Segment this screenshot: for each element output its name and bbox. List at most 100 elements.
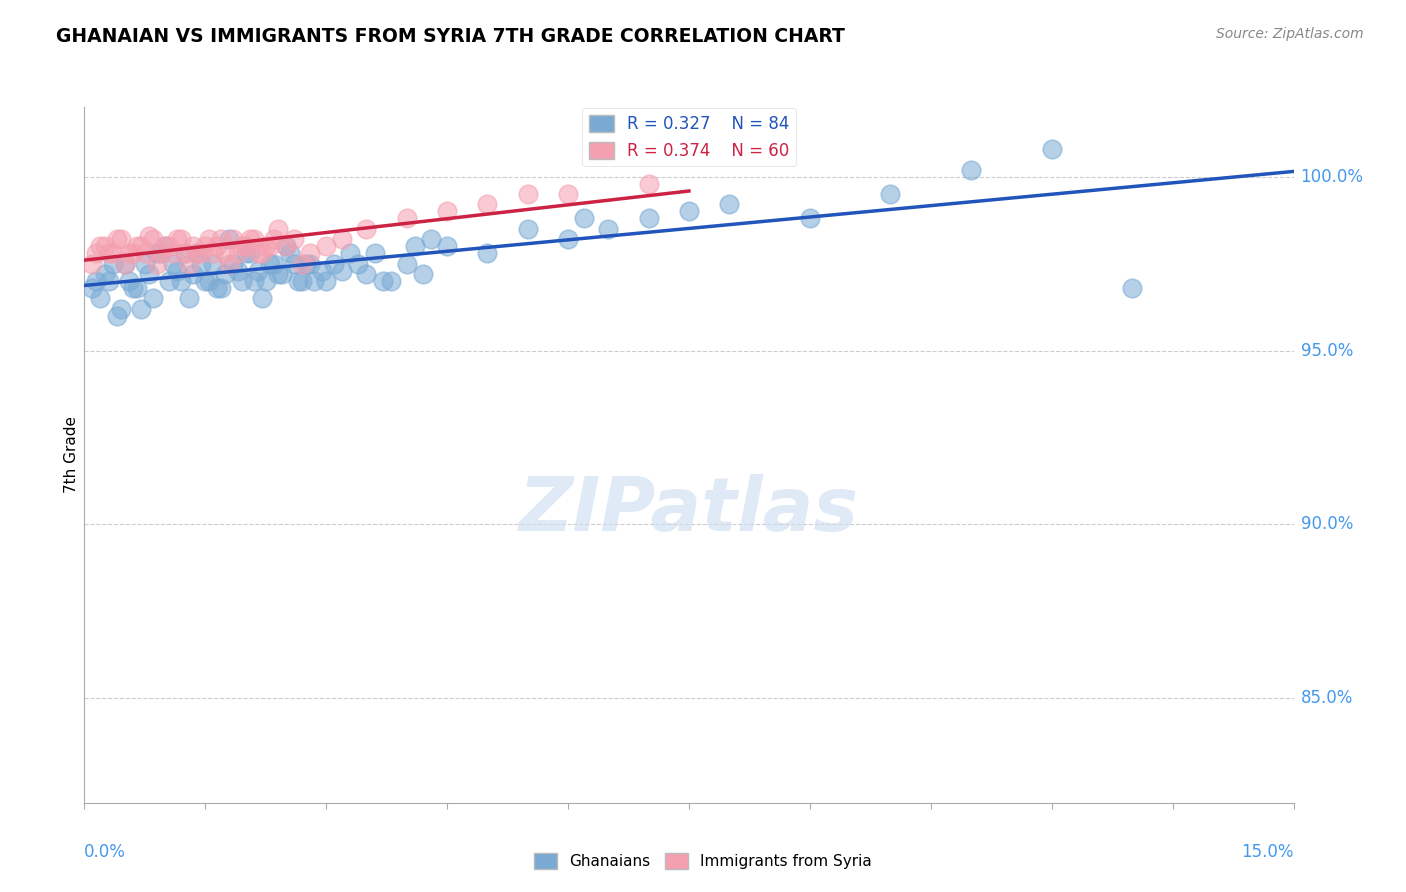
Point <box>170 274 193 288</box>
Point <box>93 239 115 253</box>
Point <box>101 257 124 271</box>
Text: 85.0%: 85.0% <box>1301 690 1353 707</box>
Point <box>395 211 418 226</box>
Point <box>186 246 208 260</box>
Point <box>86 274 108 288</box>
Point <box>129 239 152 253</box>
Point <box>194 274 217 288</box>
Text: GHANAIAN VS IMMIGRANTS FROM SYRIA 7TH GRADE CORRELATION CHART: GHANAIAN VS IMMIGRANTS FROM SYRIA 7TH GR… <box>56 27 845 45</box>
Point <box>477 246 499 260</box>
Point <box>315 274 337 288</box>
Point <box>142 232 165 246</box>
Point <box>270 267 292 281</box>
Point <box>149 246 172 260</box>
Point <box>250 292 273 306</box>
Point <box>231 239 253 253</box>
Point <box>250 246 273 260</box>
Point <box>166 232 188 246</box>
Text: Source: ZipAtlas.com: Source: ZipAtlas.com <box>1216 27 1364 41</box>
Point <box>207 239 229 253</box>
Point <box>356 222 378 236</box>
Point <box>222 232 245 246</box>
Point <box>254 274 277 288</box>
Point <box>181 267 204 281</box>
Point <box>138 267 160 281</box>
Point <box>235 239 257 253</box>
Point <box>637 177 659 191</box>
Point <box>125 281 148 295</box>
Point <box>157 239 180 253</box>
Point <box>960 162 983 177</box>
Point <box>186 246 208 260</box>
Point <box>242 274 264 288</box>
Point <box>291 257 314 271</box>
Point <box>146 246 169 260</box>
Point <box>207 281 229 295</box>
Point <box>226 263 249 277</box>
Point <box>89 292 111 306</box>
Point <box>110 232 132 246</box>
Point <box>231 274 253 288</box>
Point <box>246 263 269 277</box>
Point <box>190 246 212 260</box>
Point <box>142 292 165 306</box>
Point <box>295 257 318 271</box>
Point <box>299 246 322 260</box>
Point <box>259 239 281 253</box>
Point <box>404 239 426 253</box>
Point <box>118 274 141 288</box>
Point <box>412 267 434 281</box>
Point <box>181 239 204 253</box>
Point <box>125 239 148 253</box>
Point <box>121 281 143 295</box>
Point <box>118 246 141 260</box>
Point <box>371 274 394 288</box>
Point <box>267 222 290 236</box>
Point <box>198 274 221 288</box>
Point <box>242 232 264 246</box>
Point <box>170 232 193 246</box>
Point <box>557 187 579 202</box>
Point <box>315 239 337 253</box>
Point <box>198 232 221 246</box>
Point <box>356 267 378 281</box>
Point <box>105 309 128 323</box>
Point <box>516 222 538 236</box>
Point <box>267 267 290 281</box>
Point <box>162 246 184 260</box>
Point <box>162 257 184 271</box>
Point <box>283 232 305 246</box>
Point <box>302 274 325 288</box>
Legend: Ghanaians, Immigrants from Syria: Ghanaians, Immigrants from Syria <box>527 847 879 875</box>
Point <box>82 257 104 271</box>
Point <box>339 246 361 260</box>
Point <box>86 246 108 260</box>
Point <box>179 257 201 271</box>
Point <box>678 204 700 219</box>
Point <box>179 292 201 306</box>
Text: 95.0%: 95.0% <box>1301 342 1353 359</box>
Point <box>110 301 132 316</box>
Point <box>330 232 353 246</box>
Point <box>380 274 402 288</box>
Point <box>114 257 136 271</box>
Point <box>134 257 156 271</box>
Point <box>101 246 124 260</box>
Point <box>330 263 353 277</box>
Point <box>436 239 458 253</box>
Point <box>1121 281 1143 295</box>
Point <box>214 267 236 281</box>
Point <box>287 274 309 288</box>
Point <box>557 232 579 246</box>
Point <box>194 239 217 253</box>
Point <box>222 257 245 271</box>
Point <box>246 246 269 260</box>
Point <box>209 281 232 295</box>
Legend: R = 0.327    N = 84, R = 0.374    N = 60: R = 0.327 N = 84, R = 0.374 N = 60 <box>582 109 796 167</box>
Point <box>420 232 443 246</box>
Point <box>572 211 595 226</box>
Point <box>146 257 169 271</box>
Point <box>218 257 240 271</box>
Point <box>879 187 901 202</box>
Point <box>259 257 281 271</box>
